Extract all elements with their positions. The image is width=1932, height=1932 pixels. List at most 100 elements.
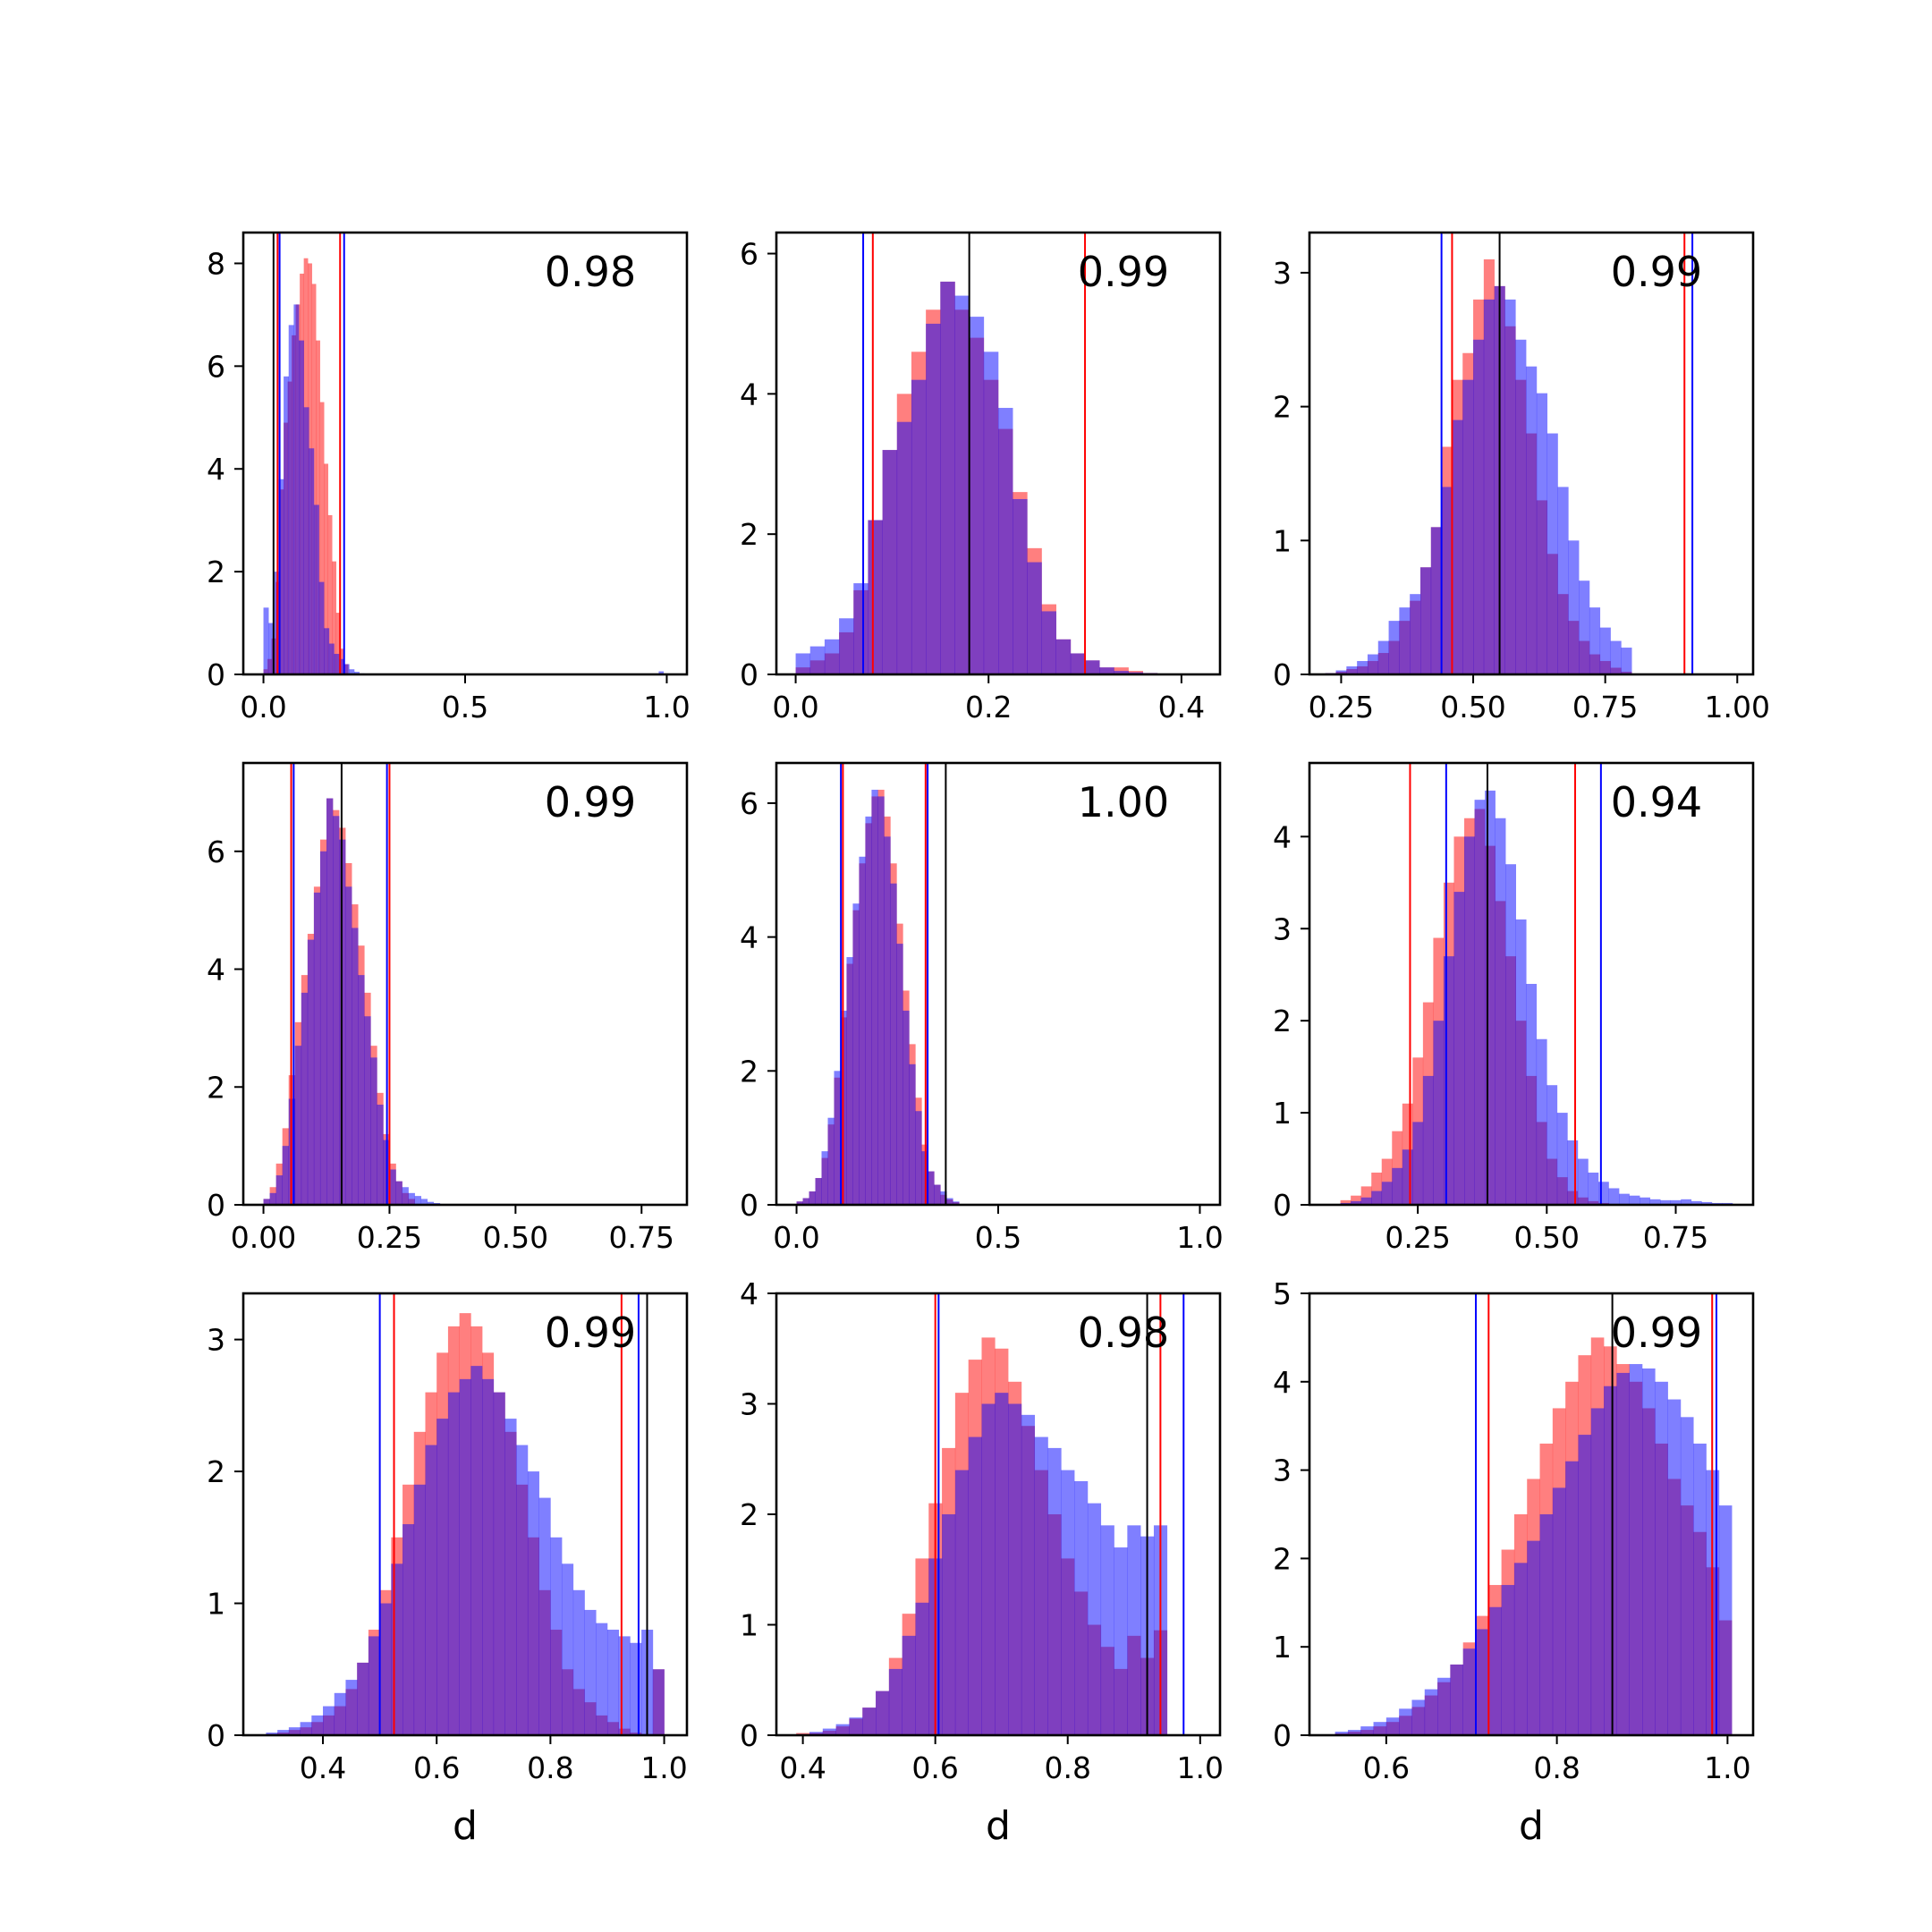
histogram-bar xyxy=(1360,1197,1372,1205)
histogram-bar xyxy=(1340,1199,1352,1205)
annotation-value: 0.99 xyxy=(545,1309,636,1357)
histogram-bar xyxy=(1515,339,1527,674)
x-axis-label: d xyxy=(1519,1803,1544,1849)
histogram-bar xyxy=(1536,393,1548,674)
histogram-bar xyxy=(865,816,872,1205)
histogram-bar xyxy=(459,1378,471,1735)
histogram-bar xyxy=(1099,667,1114,674)
y-tick-label: 2 xyxy=(207,1454,225,1489)
histogram-bar xyxy=(402,1187,409,1205)
histogram-bar xyxy=(954,295,970,674)
x-tick-label: 0.4 xyxy=(1158,690,1205,724)
histogram-bar xyxy=(596,1623,608,1735)
histogram-bar xyxy=(1360,1726,1374,1735)
x-tick-label: 0.50 xyxy=(483,1220,548,1255)
histogram-bar xyxy=(839,618,854,674)
histogram-bar xyxy=(1588,1172,1599,1205)
histogram-bar xyxy=(1450,1664,1463,1735)
histogram-series xyxy=(263,304,665,674)
x-tick-label: 0.50 xyxy=(1514,1220,1580,1255)
y-tick-label: 2 xyxy=(207,1070,225,1105)
histogram-bar xyxy=(1608,1188,1620,1205)
annotation-value: 1.00 xyxy=(1078,778,1169,826)
y-tick-label: 4 xyxy=(1273,819,1292,854)
histogram-bar xyxy=(1437,1677,1451,1735)
x-tick-label: 0.25 xyxy=(1385,1220,1450,1255)
histogram-bar xyxy=(413,1484,426,1735)
histogram-bar xyxy=(334,654,340,674)
histogram-bar xyxy=(1360,1186,1372,1205)
histogram-bar xyxy=(293,304,300,674)
histogram-bar xyxy=(1556,1113,1568,1205)
x-tick-label: 0.5 xyxy=(442,690,488,724)
histogram-bar xyxy=(335,613,341,674)
histogram-bar xyxy=(1351,1195,1361,1205)
y-tick-label: 1 xyxy=(207,1587,225,1622)
histogram-bar xyxy=(1381,1182,1393,1205)
histogram-bar xyxy=(1087,1503,1102,1735)
histogram-bar xyxy=(332,561,337,674)
histogram-bar xyxy=(427,1201,435,1205)
histogram-bar xyxy=(1453,892,1465,1205)
histogram-bar xyxy=(273,572,279,674)
subplot-4: 0.00 0.25 0.50 0.75 0 2 4 6 0.99 xyxy=(207,761,689,1255)
histogram-bar xyxy=(538,1497,551,1735)
y-tick-label: 0 xyxy=(740,1188,758,1223)
y-tick-label: 2 xyxy=(1273,390,1292,425)
y-tick-label: 4 xyxy=(740,1276,758,1311)
x-tick-label: 0.8 xyxy=(527,1750,573,1785)
histogram-bar xyxy=(1008,1403,1022,1735)
histogram-bar xyxy=(311,1715,324,1735)
histogram-bar xyxy=(1021,1414,1036,1735)
y-tick-label: 2 xyxy=(740,1497,758,1532)
histogram-bar xyxy=(1485,790,1496,1205)
axes-frame xyxy=(1308,1292,1755,1737)
y-tick-label: 2 xyxy=(207,555,225,589)
histogram-bar xyxy=(323,1706,335,1735)
y-tick-label: 8 xyxy=(207,246,225,281)
x-tick-label: 0.50 xyxy=(1440,690,1505,724)
histogram-bar xyxy=(1473,339,1485,674)
histogram-bar xyxy=(795,653,811,674)
histogram-bar xyxy=(1667,1399,1682,1735)
histogram-bar xyxy=(420,1199,428,1205)
histogram-bar xyxy=(319,402,325,674)
x-tick-label: 0.6 xyxy=(1363,1750,1410,1785)
histogram-bar xyxy=(1381,1158,1393,1205)
histogram-bar xyxy=(1578,1435,1592,1735)
histogram-bar xyxy=(909,1063,916,1205)
histogram-bar xyxy=(1464,836,1475,1205)
annotation-value: 0.99 xyxy=(1611,1309,1702,1357)
y-tick-label: 6 xyxy=(740,786,758,821)
histogram-bar xyxy=(968,1436,982,1735)
histogram-bar xyxy=(1371,1191,1383,1205)
x-tick-label: 0.75 xyxy=(1572,690,1638,724)
y-tick-label: 3 xyxy=(1273,911,1292,946)
histogram-bar xyxy=(1385,1717,1400,1735)
histogram-bar xyxy=(447,1392,460,1735)
histogram-series xyxy=(796,1393,1168,1735)
annotation-value: 0.99 xyxy=(545,778,636,826)
histogram-bar xyxy=(1649,1199,1661,1205)
histogram-bar xyxy=(824,639,840,674)
x-tick-label: 1.0 xyxy=(643,690,690,724)
x-tick-label: 0.6 xyxy=(413,1750,460,1785)
histogram-bar xyxy=(953,1201,960,1205)
x-tick-label: 0.4 xyxy=(300,1750,346,1785)
histogram-bar xyxy=(1621,648,1632,674)
histogram-bar xyxy=(902,1010,910,1205)
histogram-bar xyxy=(822,1728,836,1735)
histogram-bar xyxy=(809,646,826,674)
histogram-bar xyxy=(266,1733,278,1735)
histogram-bar xyxy=(1577,1158,1589,1205)
annotation-value: 0.94 xyxy=(1611,778,1702,826)
histogram-bar xyxy=(1041,611,1056,674)
histogram-bar xyxy=(1552,1487,1566,1735)
histogram-bar xyxy=(1411,1699,1426,1735)
histogram-bar xyxy=(1642,1368,1656,1735)
histogram-bar xyxy=(606,1630,619,1735)
histogram-bar xyxy=(849,1717,863,1735)
histogram-bar xyxy=(1410,594,1421,674)
histogram-series xyxy=(795,281,1173,674)
x-tick-label: 0.4 xyxy=(779,1750,826,1785)
